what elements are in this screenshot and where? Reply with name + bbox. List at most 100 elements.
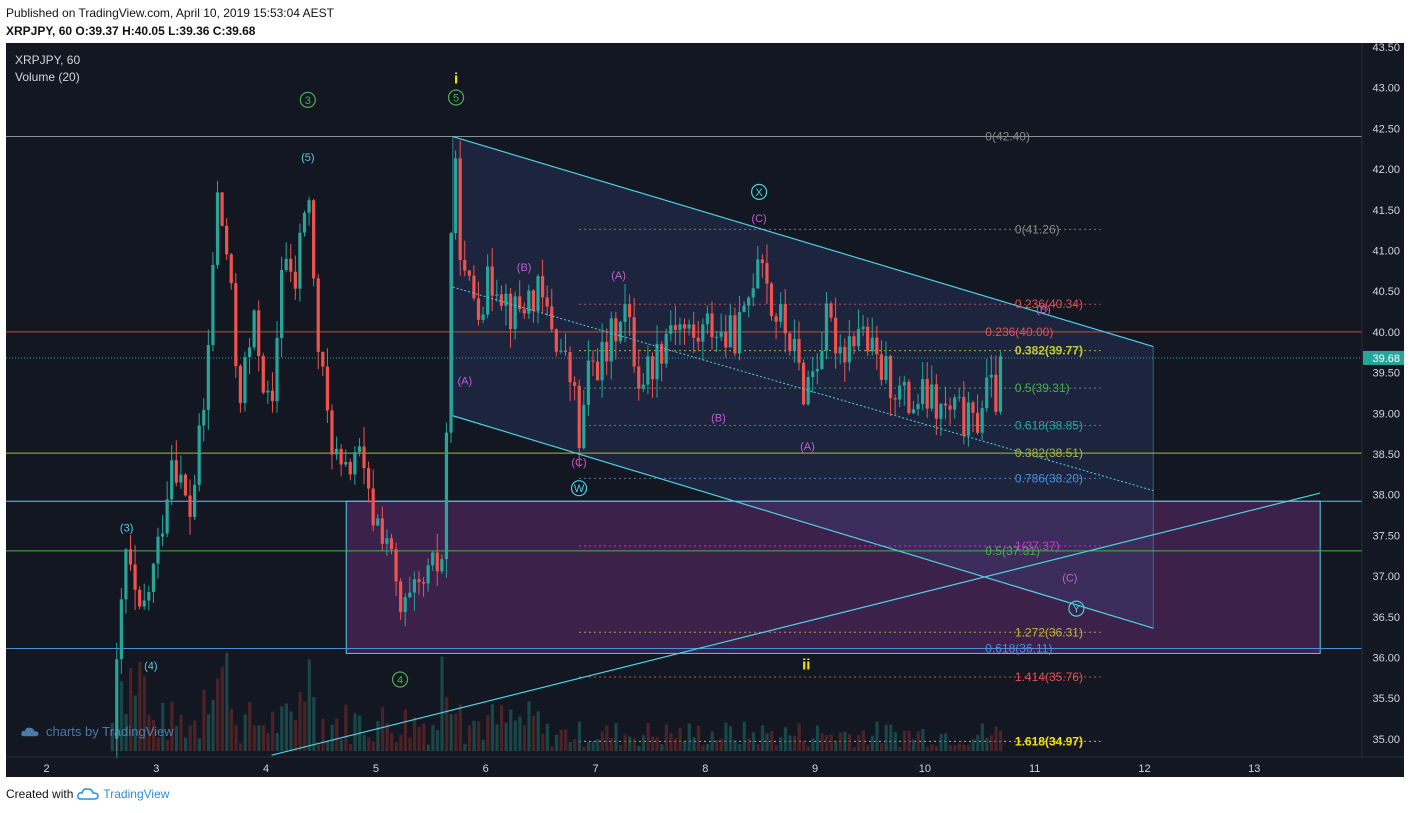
candle-body — [843, 346, 847, 363]
chart-panel[interactable]: 0(42.40) 0(41.26) 0.236(40.34) 0.236(40.00)… — [6, 43, 1404, 777]
volume-bar — [760, 725, 765, 752]
price-tick-8: 39.50 — [1372, 368, 1400, 380]
candle-body — [444, 432, 449, 560]
candle-body — [719, 331, 723, 337]
time-tick-5: 7 — [592, 763, 598, 775]
candle-body — [783, 303, 787, 334]
tradingview-link[interactable]: TradingView — [103, 787, 170, 801]
volume-bar — [687, 723, 691, 752]
volume-bar — [706, 743, 710, 752]
volume-bar — [220, 666, 224, 752]
candle-body — [692, 324, 696, 338]
candle-body — [760, 259, 764, 264]
candle-body — [225, 225, 229, 255]
volume-bar — [600, 731, 604, 752]
volume-bar — [330, 724, 334, 752]
price-tick-16: 35.50 — [1372, 693, 1400, 705]
volume-bar — [989, 734, 994, 752]
volume-bar — [467, 725, 472, 752]
candle-body — [930, 384, 934, 409]
candle-body — [660, 343, 664, 364]
candle-body — [957, 396, 961, 398]
candle-body — [499, 294, 503, 306]
volume-bar — [293, 720, 298, 752]
wave-label-15: (A) — [458, 376, 473, 388]
volume-bar — [412, 717, 417, 752]
volume-bar — [271, 711, 275, 752]
volume-bar — [316, 744, 321, 752]
price-tick-2: 42.50 — [1372, 123, 1400, 135]
candle-body — [646, 356, 650, 385]
volume-bar — [399, 734, 403, 752]
candle-body — [495, 294, 499, 296]
volume-bar — [275, 732, 279, 752]
candle-body — [234, 283, 238, 367]
target-zone-box — [345, 500, 1321, 654]
candle-body — [380, 518, 384, 544]
volume-bar — [724, 722, 728, 752]
volume-bar — [174, 726, 179, 752]
candle-body — [257, 310, 261, 356]
volume-bar — [129, 668, 133, 752]
time-tick-11: 13 — [1248, 763, 1260, 775]
volume-bar — [921, 729, 925, 752]
volume-bar — [637, 745, 641, 752]
channel-lower-line — [452, 415, 1154, 629]
last-price-label: 39.68 — [1372, 353, 1400, 365]
volume-bar — [458, 704, 462, 752]
published-line: Published on TradingView.com, April 10, … — [6, 6, 334, 20]
volume-bar — [513, 720, 517, 752]
volume-bar — [133, 695, 137, 752]
candle-body — [921, 379, 925, 405]
candle-body — [714, 336, 719, 338]
candle-body — [183, 474, 188, 496]
candle-body — [641, 384, 645, 389]
candle-body — [174, 460, 178, 483]
candle-body — [779, 303, 783, 322]
candle-body — [710, 313, 714, 338]
volume-bar — [783, 727, 788, 752]
candle-body — [302, 212, 307, 233]
candle-body — [586, 360, 590, 405]
candle-body — [508, 293, 513, 329]
candle-body — [394, 549, 398, 582]
candle-body — [884, 356, 888, 381]
volume-bar — [532, 715, 536, 752]
candle-body — [655, 343, 659, 380]
volume-bar — [971, 739, 975, 752]
candle-body — [298, 232, 302, 289]
candle-body — [650, 356, 655, 380]
candle-body — [206, 345, 210, 410]
fib-level-label-3: 0.236(40.00) — [985, 325, 1053, 339]
candle-body — [573, 382, 577, 386]
candle-body — [824, 303, 829, 351]
volume-bar — [692, 737, 696, 752]
volume-bar — [202, 689, 206, 752]
volume-bar — [435, 729, 440, 752]
volume-bar — [554, 734, 559, 752]
candle-body — [769, 283, 774, 317]
candle-body — [861, 326, 865, 329]
candle-body — [705, 313, 710, 325]
candle-body — [522, 309, 526, 314]
candle-body — [531, 290, 536, 312]
volume-bar — [655, 736, 659, 752]
candlestick-chart[interactable]: 0(42.40) 0(41.26) 0.236(40.34) 0.236(40.00)… — [6, 43, 1404, 777]
volume-layer — [110, 652, 1003, 752]
price-tick-7: 40.00 — [1372, 327, 1400, 339]
volume-bar — [504, 722, 508, 752]
volume-bar — [371, 741, 375, 752]
volume-bar — [367, 737, 371, 752]
fib-level-label-7: 0.382(38.51) — [1015, 446, 1083, 460]
candle-body — [389, 538, 394, 550]
candle-body — [852, 336, 856, 347]
volume-bar — [422, 723, 426, 752]
volume-bar — [838, 732, 842, 752]
time-tick-4: 6 — [483, 763, 489, 775]
candle-body — [669, 325, 673, 334]
volume-bar — [541, 733, 545, 752]
candle-body — [632, 317, 636, 367]
candle-body — [458, 158, 462, 261]
volume-bar — [619, 745, 623, 752]
footer: Created with TradingView — [6, 787, 169, 801]
